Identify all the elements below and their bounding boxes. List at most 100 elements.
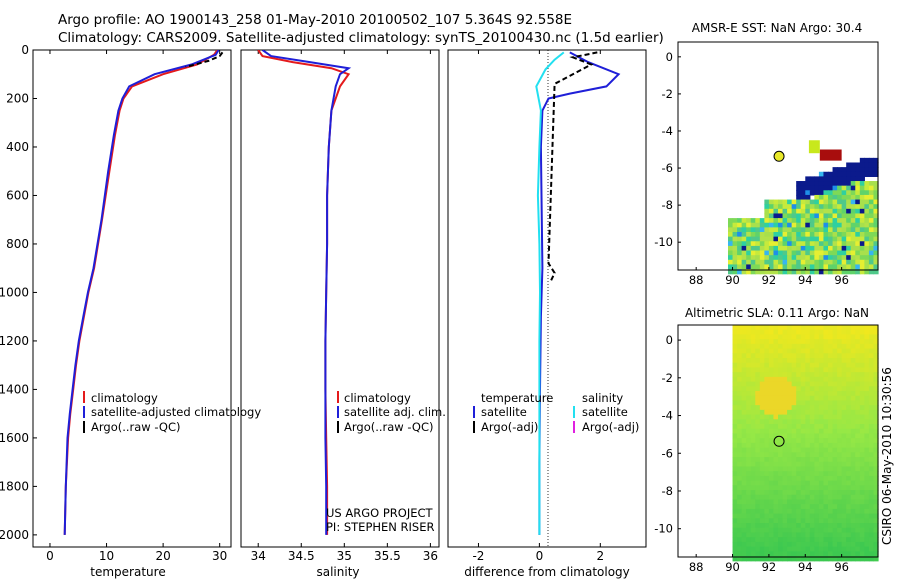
sla-cells	[732, 325, 879, 562]
sla-cell	[737, 348, 743, 354]
sla-cell	[768, 518, 775, 524]
sla-cell	[837, 367, 843, 373]
sst-cell	[800, 236, 806, 242]
sla-cell	[846, 523, 852, 529]
sst-cell	[805, 236, 811, 242]
sla-cell	[773, 494, 779, 501]
sla-cell	[868, 494, 875, 501]
sla-cell	[814, 518, 820, 524]
sla-cell	[809, 343, 815, 350]
sla-cell	[805, 419, 811, 425]
sla-cell	[864, 391, 870, 397]
sla-cell	[873, 353, 879, 359]
sst-cell	[846, 181, 852, 187]
sst-cell	[873, 204, 879, 210]
sla-cell	[818, 433, 825, 439]
sla-cell	[828, 504, 834, 510]
sla-cell	[791, 508, 797, 515]
sla-cell	[859, 372, 865, 378]
sla-cell	[791, 367, 797, 373]
sla-cell	[773, 400, 779, 406]
y-tick-label: 2000	[0, 528, 29, 542]
sst-cell	[782, 259, 788, 266]
sla-cell	[782, 485, 788, 491]
sla-cell	[850, 471, 856, 477]
sla-cell	[841, 433, 847, 439]
sst-cell	[828, 190, 834, 196]
sst-cell	[832, 185, 838, 191]
sla-cell	[814, 466, 820, 472]
sst-cell	[818, 241, 825, 247]
sst-cell	[782, 222, 788, 228]
sla-cell	[737, 475, 743, 482]
sla-cell	[873, 381, 879, 387]
sla-cell	[755, 391, 761, 397]
sla-cell	[787, 409, 793, 416]
sst-cell	[805, 245, 811, 252]
sst-cell	[787, 264, 793, 270]
sst-cell	[778, 236, 784, 242]
sst-cell	[859, 167, 865, 173]
sla-cell	[828, 551, 834, 557]
sst-cell	[805, 222, 811, 228]
sla-cell	[746, 442, 752, 449]
sla-cell	[764, 334, 770, 340]
sst-cell	[791, 241, 797, 247]
sla-cell	[787, 381, 793, 387]
sla-cell	[841, 475, 847, 482]
sst-cell	[732, 236, 738, 242]
sst-cell	[750, 227, 756, 233]
sla-cell	[782, 490, 788, 496]
sst-cell	[873, 157, 879, 164]
sla-cell	[868, 442, 875, 449]
sla-cell	[732, 424, 738, 430]
sla-cell	[809, 391, 815, 397]
sla-cell	[846, 494, 852, 501]
sla-cell	[768, 343, 775, 350]
sla-cell	[773, 362, 779, 369]
sla-cell	[850, 343, 856, 350]
sst-cell	[800, 255, 806, 261]
legend-label-temp-argo: Argo(-adj)	[481, 420, 538, 434]
sla-cell	[809, 513, 815, 519]
sst-cell	[768, 199, 775, 205]
sst-cell	[732, 255, 738, 261]
sla-cell	[841, 461, 847, 468]
sla-cell	[859, 325, 865, 331]
x-tick-label: 92	[762, 560, 777, 574]
sla-cell	[791, 395, 797, 402]
sla-cell	[773, 508, 779, 515]
sla-cell	[873, 518, 879, 524]
sla-cell	[814, 391, 820, 397]
sla-cell	[800, 452, 806, 458]
sla-cell	[805, 353, 811, 359]
sla-cell	[850, 518, 856, 524]
sla-cell	[778, 504, 784, 510]
sla-cell	[768, 494, 775, 501]
sla-cell	[768, 475, 775, 482]
sla-cell	[764, 504, 770, 510]
sla-cell	[805, 414, 811, 420]
sla-cell	[814, 414, 820, 420]
sla-cell	[868, 409, 875, 416]
sla-cell	[746, 504, 752, 510]
sst-cell	[823, 213, 829, 219]
sla-cell	[787, 527, 793, 534]
sst-cell	[837, 218, 843, 224]
sla-cell	[800, 405, 806, 411]
sst-cell	[796, 204, 802, 210]
sla-cell	[864, 475, 870, 482]
sla-cell	[855, 358, 861, 364]
sla-cell	[868, 471, 875, 477]
sla-cell	[732, 386, 738, 392]
sla-cell	[741, 523, 747, 529]
sla-cell	[855, 532, 861, 538]
sla-cell	[832, 381, 838, 387]
sla-cell	[800, 376, 806, 383]
sst-cell	[873, 162, 879, 168]
sst-cell	[759, 255, 765, 261]
sst-cell	[850, 269, 856, 275]
sla-cell	[741, 395, 747, 402]
sla-cell	[768, 419, 775, 425]
sla-cell	[782, 457, 788, 463]
